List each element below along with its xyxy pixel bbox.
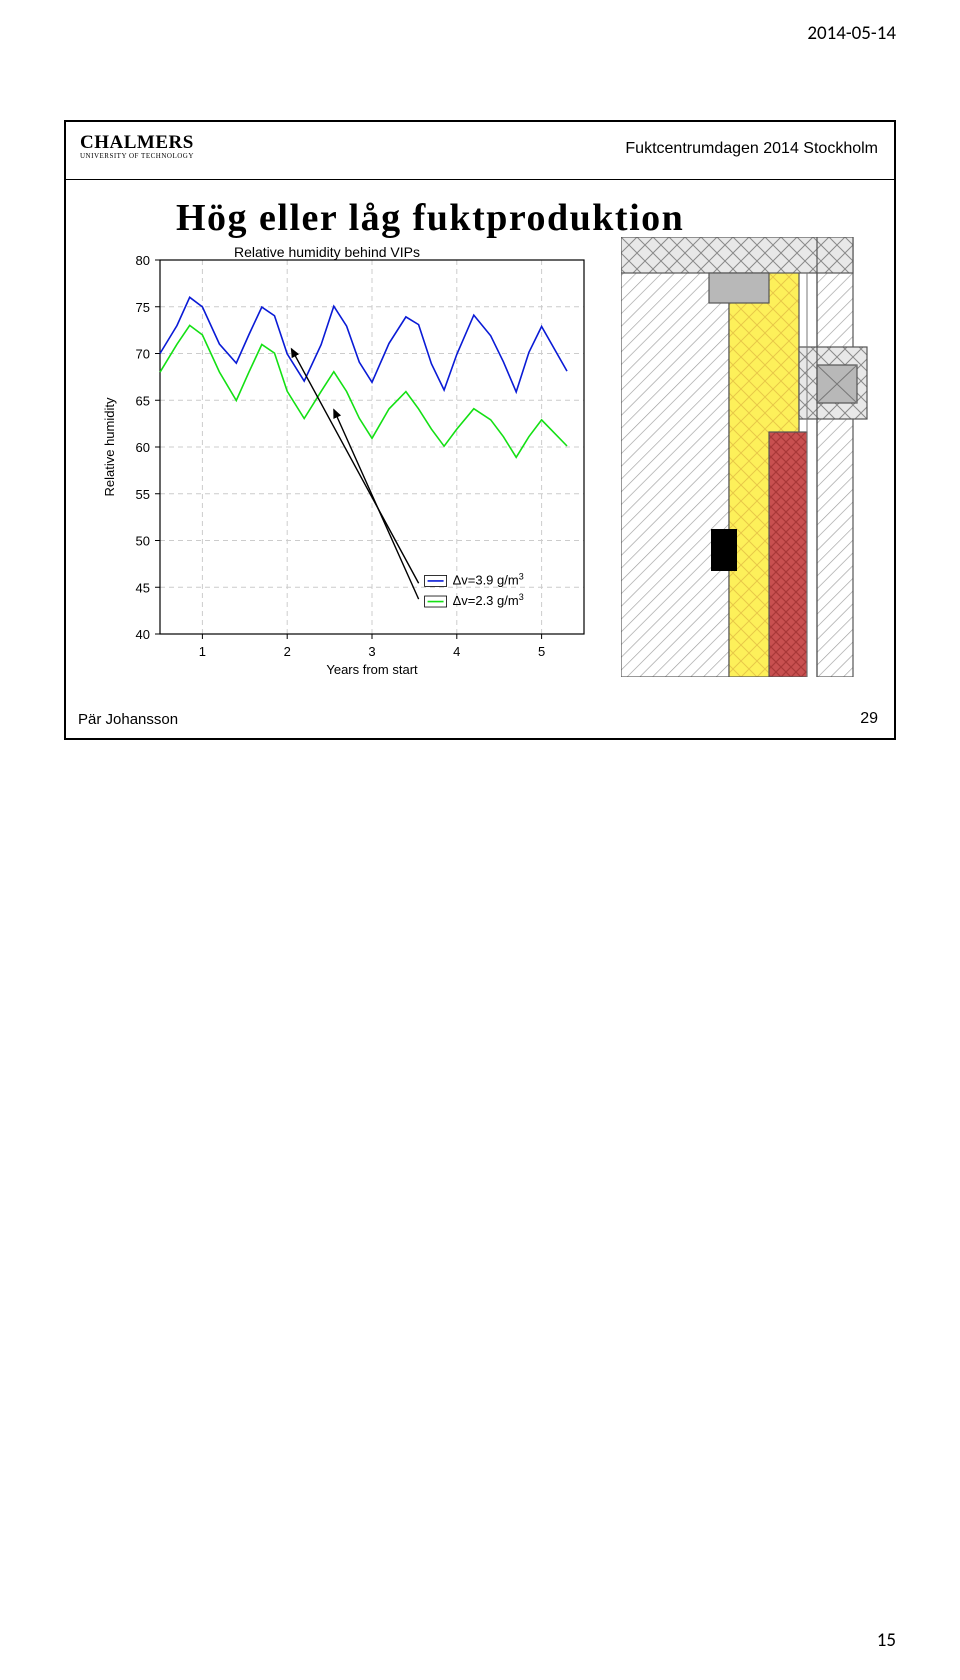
svg-text:Relative humidity: Relative humidity [102, 397, 117, 496]
svg-text:Δv=2.3 g/m3: Δv=2.3 g/m3 [453, 592, 524, 608]
footer-slide-number: 29 [860, 710, 878, 728]
footer-author: Pär Johansson [78, 711, 178, 728]
svg-text:45: 45 [136, 580, 150, 595]
svg-text:80: 80 [136, 253, 150, 268]
svg-text:40: 40 [136, 627, 150, 642]
svg-text:3: 3 [368, 644, 375, 659]
slide-frame: CHALMERS UNIVERSITY OF TECHNOLOGY Fuktce… [64, 120, 896, 740]
svg-text:55: 55 [136, 487, 150, 502]
chart-subtitle: Relative humidity behind VIPs [234, 244, 420, 260]
slide-title: Hög eller låg fuktproduktion [176, 196, 684, 240]
humidity-chart: 12345404550556065707580Δv=3.9 g/m3Δv=2.3… [96, 252, 596, 702]
svg-text:Years from start: Years from start [326, 662, 418, 677]
date-header: 2014-05-14 [807, 22, 896, 45]
svg-text:60: 60 [136, 440, 150, 455]
university-logo: CHALMERS UNIVERSITY OF TECHNOLOGY [80, 132, 194, 160]
logo-sub: UNIVERSITY OF TECHNOLOGY [80, 152, 194, 160]
chart-svg: 12345404550556065707580Δv=3.9 g/m3Δv=2.3… [96, 252, 596, 702]
svg-text:70: 70 [136, 347, 150, 362]
svg-text:2: 2 [284, 644, 291, 659]
conference-title: Fuktcentrumdagen 2014 Stockholm [625, 140, 878, 158]
svg-text:50: 50 [136, 534, 150, 549]
svg-text:Δv=3.9 g/m3: Δv=3.9 g/m3 [453, 571, 524, 587]
diagram-svg [621, 237, 871, 677]
wall-diagram [621, 237, 871, 677]
page-number: 15 [877, 1629, 896, 1652]
svg-text:1: 1 [199, 644, 206, 659]
page: 2014-05-14 CHALMERS UNIVERSITY OF TECHNO… [0, 0, 960, 1680]
slide-header: CHALMERS UNIVERSITY OF TECHNOLOGY Fuktce… [66, 122, 894, 180]
logo-main: CHALMERS [80, 132, 194, 154]
svg-text:65: 65 [136, 393, 150, 408]
svg-text:5: 5 [538, 644, 545, 659]
svg-text:4: 4 [453, 644, 460, 659]
svg-text:75: 75 [136, 300, 150, 315]
